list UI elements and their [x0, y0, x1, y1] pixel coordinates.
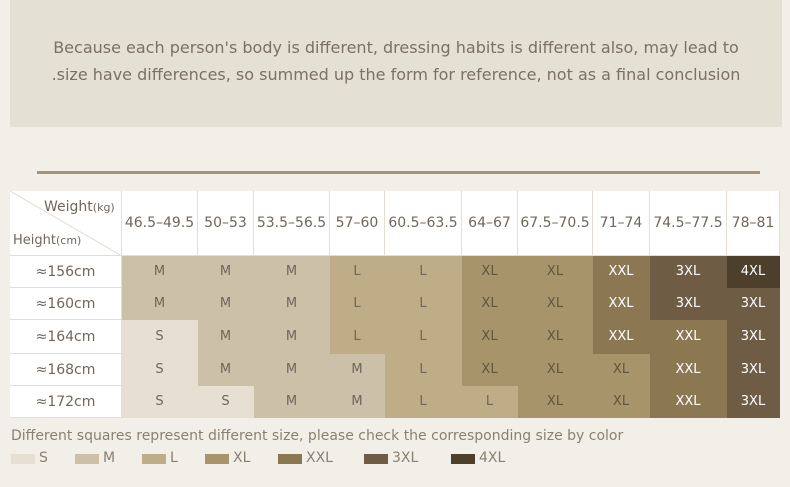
column-header: 67.5–70.5: [518, 191, 593, 256]
legend-swatch: [142, 454, 166, 464]
size-cell: 3XL: [650, 256, 727, 288]
size-cell: XL: [518, 288, 593, 320]
size-cell: 3XL: [727, 320, 780, 354]
size-cell: XL: [518, 320, 593, 354]
column-header: 64–67: [462, 191, 518, 256]
size-cell: M: [198, 354, 254, 386]
size-cell: M: [254, 256, 330, 288]
size-cell: XXL: [593, 320, 650, 354]
column-header: 71–74: [593, 191, 650, 256]
size-cell: XL: [518, 386, 593, 418]
size-cell: L: [385, 256, 462, 288]
legend-caption: Different squares represent different si…: [11, 428, 624, 444]
size-cell: L: [385, 288, 462, 320]
legend-label: 3XL: [392, 450, 419, 466]
size-cell: L: [330, 320, 385, 354]
divider: [37, 171, 760, 174]
size-cell: S: [198, 386, 254, 418]
legend-label: S: [39, 450, 48, 466]
legend-label: L: [170, 450, 178, 466]
size-cell: L: [385, 354, 462, 386]
size-cell: XL: [462, 320, 518, 354]
size-cell: M: [254, 320, 330, 354]
size-cell: 4XL: [727, 256, 780, 288]
column-header: 57–60: [330, 191, 385, 256]
height-text: Height: [13, 233, 56, 248]
legend-swatch: [364, 454, 388, 464]
corner-cell: Weight(kg) Height(cm): [10, 191, 122, 256]
size-cell: M: [198, 320, 254, 354]
size-cell: XXL: [593, 256, 650, 288]
size-cell: XXL: [650, 354, 727, 386]
size-cell: L: [385, 320, 462, 354]
size-cell: M: [330, 386, 385, 418]
row-header: ≈168cm: [10, 354, 122, 386]
size-cell: XL: [462, 354, 518, 386]
column-header: 50–53: [198, 191, 254, 256]
legend-swatch: [75, 454, 99, 464]
size-cell: L: [462, 386, 518, 418]
size-cell: M: [254, 354, 330, 386]
column-header: 46.5–49.5: [122, 191, 198, 256]
row-header: ≈160cm: [10, 288, 122, 320]
diagonal-line: [10, 191, 122, 256]
height-unit: (cm): [55, 234, 82, 247]
legend-label: 4XL: [479, 450, 506, 466]
column-header: 60.5–63.5: [385, 191, 462, 256]
size-cell: M: [330, 354, 385, 386]
legend-label: XL: [233, 450, 251, 466]
size-cell: M: [198, 256, 254, 288]
size-cell: XL: [593, 354, 650, 386]
legend-swatch: [278, 454, 302, 464]
size-cell: XL: [462, 256, 518, 288]
row-header: ≈156cm: [10, 256, 122, 288]
size-cell: L: [330, 288, 385, 320]
weight-unit: (kg): [92, 201, 115, 214]
size-cell: XL: [593, 386, 650, 418]
intro-line: .size have differences, so summed up the…: [51, 65, 741, 84]
size-cell: 3XL: [727, 288, 780, 320]
column-header: 53.5–56.5: [254, 191, 330, 256]
legend-label: XXL: [306, 450, 333, 466]
size-cell: S: [122, 386, 198, 418]
size-cell: XXL: [650, 386, 727, 418]
height-label: Height(cm): [13, 233, 81, 248]
size-cell: M: [254, 386, 330, 418]
size-cell: M: [122, 288, 198, 320]
intro-line: Because each person's body is different,…: [53, 38, 739, 57]
size-cell: XL: [462, 288, 518, 320]
size-table: Weight(kg) Height(cm) 46.5–49.5 50–53 53.5–5…: [10, 191, 780, 418]
column-header: 74.5–77.5: [650, 191, 727, 256]
legend-swatch: [11, 454, 35, 464]
size-cell: XL: [518, 256, 593, 288]
corner-diagonal: [10, 191, 122, 256]
size-cell: L: [385, 386, 462, 418]
weight-text: Weight: [44, 199, 93, 215]
legend-label: M: [103, 450, 116, 466]
size-cell: XL: [518, 354, 593, 386]
size-cell: 3XL: [727, 354, 780, 386]
row-header: ≈172cm: [10, 386, 122, 418]
size-cell: M: [254, 288, 330, 320]
column-header: 78–81: [727, 191, 780, 256]
weight-label: Weight(kg): [44, 199, 115, 215]
intro-box: Because each person's body is different,…: [10, 0, 782, 127]
size-cell: S: [122, 320, 198, 354]
size-cell: 3XL: [727, 386, 780, 418]
legend-swatch: [451, 454, 475, 464]
row-header: ≈164cm: [10, 320, 122, 354]
size-cell: XXL: [650, 320, 727, 354]
size-cell: L: [330, 256, 385, 288]
size-cell: M: [198, 288, 254, 320]
size-cell: S: [122, 354, 198, 386]
legend-swatch: [205, 454, 229, 464]
size-cell: XXL: [593, 288, 650, 320]
size-cell: M: [122, 256, 198, 288]
size-cell: 3XL: [650, 288, 727, 320]
